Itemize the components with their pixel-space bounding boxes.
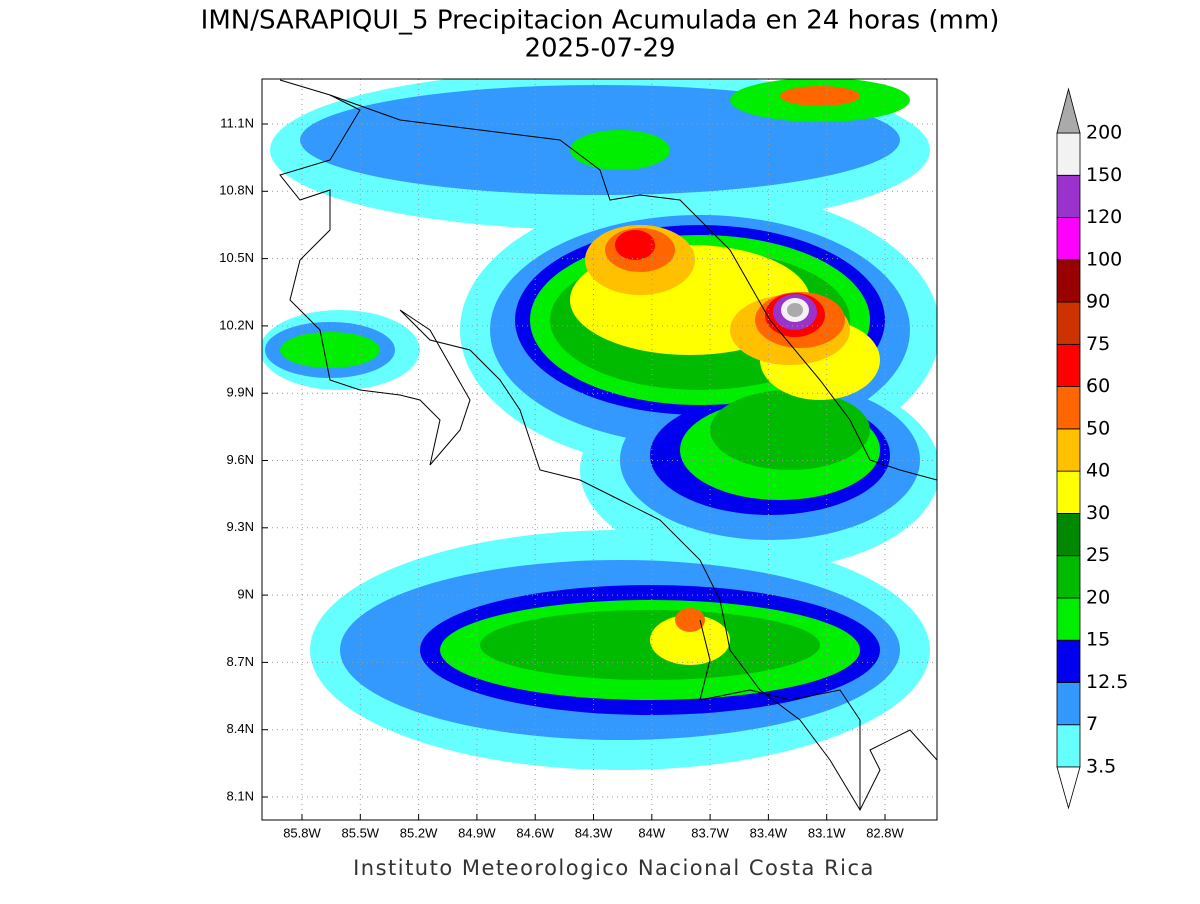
colorbar-box [1056, 174, 1081, 218]
lat-tick-label: 9.3N [227, 519, 254, 534]
colorbar-box [1056, 513, 1081, 557]
colorbar-under [1056, 766, 1081, 810]
colorbar-label: 20 [1086, 586, 1110, 608]
lat-tick-label: 9.9N [227, 385, 254, 400]
border-south [699, 619, 861, 810]
lat-tick-label: 8.1N [227, 788, 254, 803]
lon-tick-label: 83.7W [691, 825, 729, 840]
colorbar-over [1056, 87, 1081, 134]
colorbar-label: 60 [1086, 375, 1110, 397]
colorbar-label: 200 [1086, 122, 1122, 144]
lon-tick-label: 85.5W [342, 825, 380, 840]
map-frame [261, 78, 938, 821]
lon-tick-label: 84.6W [516, 825, 554, 840]
precip-field [262, 79, 937, 820]
colorbar-box [1056, 301, 1081, 345]
colorbar-label: 30 [1086, 502, 1110, 524]
colorbar-label: 25 [1086, 544, 1110, 566]
colorbar-box [1056, 682, 1081, 726]
lon-tick-label: 84.9W [458, 825, 496, 840]
border [329, 94, 937, 481]
title: IMN/SARAPIQUI_5 Precipitacion Acumulada … [201, 6, 1000, 36]
lon-tick-label: 83.1W [808, 825, 846, 840]
colorbar-label: 50 [1086, 417, 1110, 439]
colorbar-label: 12.5 [1086, 671, 1128, 693]
colorbar-label: 15 [1086, 629, 1110, 651]
lon-tick-label: 84.3W [575, 825, 613, 840]
colorbar-box [1056, 217, 1081, 261]
colorbar: 3.5 7 12.5 15 20 25 30 40 50 60 75 90 100 120 150 200 [1056, 87, 1128, 810]
colorbar-label: 75 [1086, 333, 1110, 355]
colorbar-box [1056, 724, 1081, 768]
lat-tick-label: 9N [237, 587, 254, 602]
subtitle: 2025-07-29 [524, 34, 675, 64]
lon-tick-label: 84W [638, 825, 665, 840]
lon-tick-label: 85.2W [400, 825, 438, 840]
colorbar-box [1056, 470, 1081, 514]
footer: Instituto Meteorologico Nacional Costa R… [353, 856, 875, 880]
colorbar-box [1056, 132, 1081, 176]
lat-tick-label: 11.1N [220, 115, 254, 130]
colorbar-box [1056, 597, 1081, 641]
colorbar-label: 100 [1086, 248, 1122, 270]
colorbar-label: 90 [1086, 291, 1110, 313]
colorbar-label: 150 [1086, 164, 1122, 186]
lat-tick-label: 10.5N [219, 250, 254, 265]
coastline [279, 79, 937, 812]
lon-tick-label: 83.4W [750, 825, 788, 840]
colorbar-label: 7 [1086, 713, 1098, 735]
colorbar-label: 40 [1086, 460, 1110, 482]
lon-tick-label: 85.8W [283, 825, 321, 840]
colorbar-label: 3.5 [1086, 756, 1116, 778]
colorbar-box [1056, 343, 1081, 388]
colorbar-box [1056, 428, 1081, 472]
lat-tick-label: 10.8N [219, 183, 254, 198]
graticule [262, 79, 937, 820]
lat-tick-label: 8.7N [227, 654, 254, 669]
colorbar-box [1056, 639, 1081, 683]
colorbar-label: 120 [1086, 206, 1122, 228]
colorbar-box [1056, 259, 1081, 303]
colorbar-box [1056, 555, 1081, 599]
lat-tick-label: 8.4N [227, 721, 254, 736]
colorbar-box [1056, 386, 1081, 430]
lat-tick-label: 10.2N [219, 317, 254, 332]
lon-tick-label: 82.8W [866, 825, 904, 840]
lat-tick-label: 9.6N [227, 452, 254, 467]
